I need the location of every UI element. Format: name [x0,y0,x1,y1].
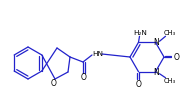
Text: O: O [51,78,57,88]
Text: CH₃: CH₃ [163,30,176,36]
Text: O: O [174,53,180,61]
Text: N: N [154,38,159,47]
Text: HN: HN [93,51,103,57]
Text: CH₃: CH₃ [163,78,176,84]
Text: O: O [81,74,87,83]
Text: O: O [136,80,141,89]
Text: N: N [154,68,159,77]
Text: H₂N: H₂N [134,30,147,36]
